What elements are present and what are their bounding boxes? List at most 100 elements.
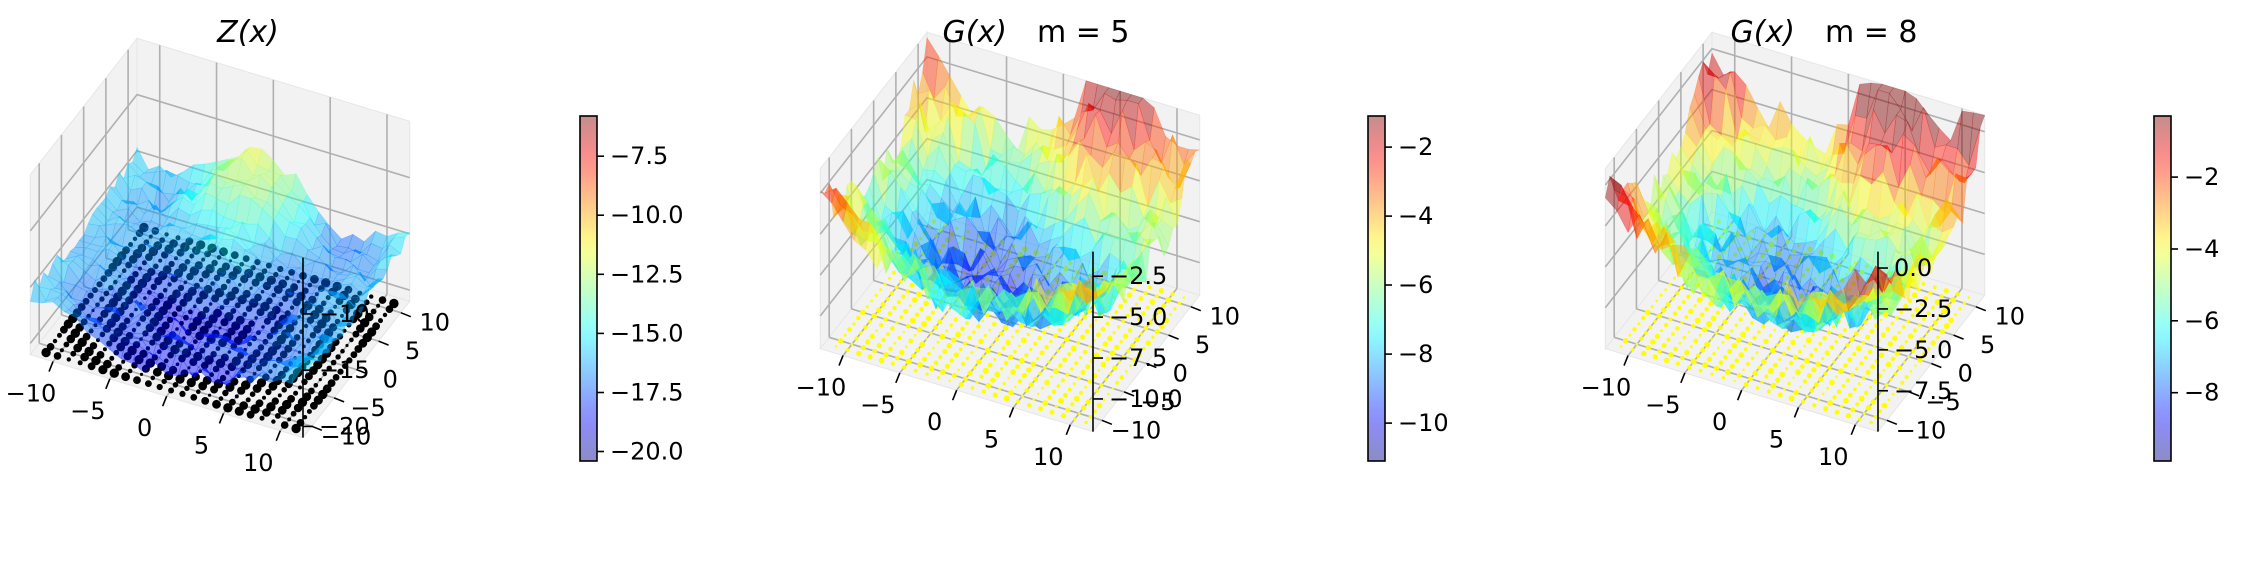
floor-point xyxy=(1129,307,1135,313)
surface-facet xyxy=(201,244,218,272)
floor-point xyxy=(921,321,927,327)
surface-facet xyxy=(254,330,271,343)
surface-facet xyxy=(373,244,390,267)
floor-point xyxy=(960,234,967,241)
floor-point xyxy=(1085,294,1088,298)
surface-facet xyxy=(133,231,150,248)
floor-point xyxy=(856,315,861,321)
floor-point xyxy=(1012,279,1016,283)
surface-facet xyxy=(980,299,998,313)
surface-facet xyxy=(34,279,52,302)
floor-point xyxy=(162,265,172,275)
surface-facet xyxy=(979,177,997,219)
surface-facet xyxy=(101,274,119,290)
colorbar-tick-label: −2 xyxy=(1398,133,1433,161)
surface-facet xyxy=(1040,295,1057,313)
surface-facet xyxy=(161,331,179,342)
floor-point xyxy=(1002,290,1008,295)
floor-point xyxy=(907,268,912,273)
surface-facet xyxy=(316,234,334,254)
surface-facet xyxy=(284,361,301,375)
surface-facet xyxy=(1112,265,1129,304)
surface-facet xyxy=(156,300,173,318)
surface-facet xyxy=(150,170,167,194)
floor-point xyxy=(1076,376,1081,380)
surface-facet xyxy=(92,249,110,271)
floor-point xyxy=(1003,360,1009,366)
surface-facet xyxy=(895,137,913,171)
surface-facet xyxy=(311,333,328,345)
surface-facet xyxy=(355,271,373,288)
floor-point xyxy=(171,311,178,318)
surface-facet xyxy=(1086,153,1103,193)
floor-point xyxy=(257,344,265,351)
surface-facet xyxy=(965,168,983,176)
x-tick-label: −5 xyxy=(70,397,105,425)
surface-facet xyxy=(1101,281,1118,314)
subplot-title: G(x) m = 8 xyxy=(1731,15,1918,50)
floor-point xyxy=(1042,330,1047,335)
floor-point xyxy=(109,355,115,361)
surface-facet xyxy=(355,243,372,255)
floor-point xyxy=(1809,388,1815,393)
surface-facet xyxy=(948,201,965,226)
floor-point xyxy=(1869,420,1873,425)
surface-facet xyxy=(219,216,236,229)
floor-point xyxy=(1158,323,1165,329)
floor-point xyxy=(1859,361,1864,366)
surface-facet xyxy=(141,333,158,357)
surface-facet xyxy=(925,237,943,270)
surface-facet xyxy=(851,213,869,242)
surface-facet xyxy=(991,259,1008,273)
floor-point xyxy=(331,338,340,347)
surface-facet xyxy=(106,236,123,247)
floor-point xyxy=(868,319,872,324)
surface-facet xyxy=(359,230,376,255)
floor-point xyxy=(1136,282,1141,286)
surface-facet xyxy=(921,267,939,291)
floor-point xyxy=(290,283,299,292)
surface-facet xyxy=(855,228,873,247)
surface-facet xyxy=(209,172,227,189)
surface-facet xyxy=(1008,309,1025,328)
surface-facet xyxy=(1003,297,1021,314)
floor-point xyxy=(137,243,147,253)
surface-facet xyxy=(298,200,315,226)
floor-point xyxy=(1154,294,1159,299)
floor-point xyxy=(245,397,251,403)
floor-point xyxy=(239,262,244,267)
floor-point xyxy=(918,271,924,277)
floor-point xyxy=(1011,244,1016,248)
floor-point xyxy=(1060,413,1066,419)
surface-facet xyxy=(1004,161,1021,182)
surface-facet xyxy=(1051,286,1068,326)
surface-facet xyxy=(1009,216,1026,240)
floor-point xyxy=(179,390,186,397)
floor-point xyxy=(1036,265,1041,270)
gridline xyxy=(29,206,410,344)
floor-point xyxy=(271,292,277,298)
surface-facet xyxy=(1009,293,1027,327)
surface-facet xyxy=(888,246,905,282)
floor-point xyxy=(1073,417,1077,421)
floor-point xyxy=(854,336,859,341)
surface-facet xyxy=(1080,276,1097,311)
surface-facet xyxy=(132,343,149,373)
surface-facet xyxy=(1152,221,1169,258)
floor-point xyxy=(1660,329,1663,332)
floor-point xyxy=(1097,311,1104,318)
subplot-1: −10−50510−10−50510−10−15−20Z(x)−7.5−10.0… xyxy=(6,15,684,477)
floor-point xyxy=(1712,351,1716,356)
surface-facet xyxy=(1024,116,1041,157)
surface-facet xyxy=(303,248,320,268)
floor-point xyxy=(1786,346,1791,351)
surface-facet xyxy=(983,177,1002,196)
floor-point xyxy=(1686,294,1691,299)
floor-point xyxy=(121,268,127,274)
floor-point xyxy=(890,326,895,331)
floor-point xyxy=(1792,354,1799,360)
surface-facet xyxy=(901,249,918,273)
floor-point xyxy=(1722,319,1728,325)
floor-point xyxy=(88,328,94,334)
floor-point xyxy=(998,261,1002,265)
